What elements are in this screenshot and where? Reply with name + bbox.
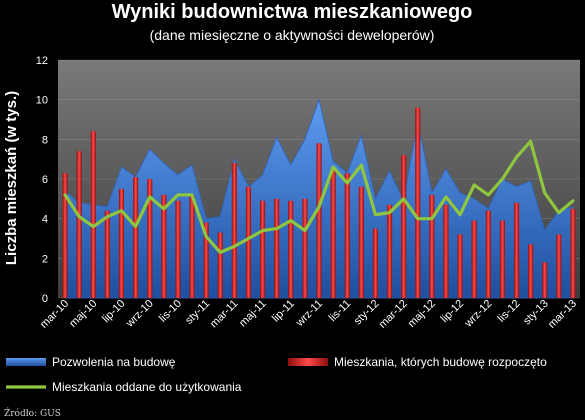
bar-lip-10	[118, 188, 124, 298]
bar-gru-12	[528, 244, 534, 298]
y-tick-label-8: 8	[42, 134, 48, 146]
x-tick-label-lis-10: lis-10	[157, 298, 184, 325]
bar-lut-11	[217, 232, 223, 298]
legend-label-mieszkania-oddane-do-uzytkowania: Mieszkania oddane do użytkowania	[52, 380, 242, 394]
x-tick-label-maj-12: maj-12	[406, 298, 438, 330]
bar-lis-12	[514, 202, 520, 298]
bar-sie-11	[302, 198, 308, 298]
x-tick-label-wrz-12: wrz-12	[462, 298, 495, 331]
y-tick-label-4: 4	[42, 214, 48, 226]
y-tick-label-12: 12	[36, 55, 48, 67]
x-tick-label-mar-13: mar-13	[546, 298, 579, 331]
x-tick-label-mar-12: mar-12	[377, 298, 410, 331]
bar-paź-11	[330, 169, 336, 298]
chart-title: Wyniki budownictwa mieszkaniowego	[112, 1, 473, 23]
bar-maj-11	[260, 200, 266, 298]
y-tick-label-10: 10	[36, 95, 48, 107]
bar-cze-11	[274, 198, 280, 298]
bar-paź-12	[499, 220, 505, 298]
bar-kwi-10	[76, 151, 82, 298]
y-axis-ticks: 0 2 4 6 8 10 12	[36, 55, 48, 305]
bar-sty-13	[542, 262, 548, 298]
series-line-oddane	[63, 139, 575, 254]
bar-maj-12	[429, 194, 435, 298]
series-bars-rozpoczete	[62, 107, 576, 299]
bar-mar-13	[570, 208, 576, 299]
line-mieszkania-oddane-do-uzytkowania	[63, 139, 575, 254]
y-tick-label-0: 0	[42, 293, 48, 305]
bar-paź-10	[161, 194, 167, 298]
legend-swatch-mieszkania-ktorych-budowe-rozpoczeto	[288, 358, 328, 366]
y-tick-label-6: 6	[42, 174, 48, 186]
bar-maj-10	[90, 131, 96, 298]
bar-lut-12	[387, 204, 393, 298]
bar-sty-11	[203, 222, 209, 298]
bar-lip-12	[457, 234, 463, 298]
bar-mar-11	[231, 163, 237, 298]
bar-gru-11	[358, 186, 364, 298]
bar-kwi-11	[245, 186, 251, 298]
bar-cze-12	[443, 204, 449, 298]
bar-lip-11	[288, 200, 294, 298]
x-tick-label-maj-10: maj-10	[67, 298, 99, 330]
y-tick-label-2: 2	[42, 253, 48, 265]
bar-wrz-11	[316, 143, 322, 298]
bar-wrz-10	[147, 179, 153, 298]
legend-label-pozwolenia-na-budowe: Pozwolenia na budowę	[52, 355, 176, 369]
x-tick-label-mar-11: mar-11	[208, 298, 241, 331]
y-axis-label: Liczba mieszkań (w tys.)	[3, 91, 20, 265]
x-tick-label-lis-12: lis-12	[496, 298, 523, 325]
x-tick-label-wrz-11: wrz-11	[293, 298, 325, 330]
legend-swatch-pozwolenia-na-budowe	[6, 358, 46, 366]
bar-cze-10	[104, 210, 110, 298]
chart-subtitle: (dane miesięczne o aktywności deweloperó…	[150, 27, 435, 43]
bar-mar-10	[62, 173, 68, 298]
bar-sie-12	[471, 220, 477, 298]
bar-sty-12	[372, 228, 378, 298]
bar-lis-11	[344, 173, 350, 298]
bar-lis-10	[175, 200, 181, 298]
legend-label-mieszkania-ktorych-budowe-rozpoczeto: Mieszkania, których budowę rozpoczęto	[334, 355, 547, 369]
bar-kwi-12	[415, 107, 421, 298]
bar-wrz-12	[485, 210, 491, 298]
bar-gru-10	[189, 194, 195, 298]
bar-lut-13	[556, 234, 562, 298]
x-tick-label-lis-11: lis-11	[327, 298, 354, 325]
legend: Pozwolenia na budowę Mieszkania, których …	[6, 355, 547, 394]
bar-sie-10	[133, 177, 139, 298]
x-tick-label-maj-11: maj-11	[237, 298, 269, 330]
bar-mar-12	[401, 155, 407, 298]
source-note: Źródło: GUS	[4, 407, 61, 419]
x-tick-label-wrz-10: wrz-10	[123, 298, 156, 331]
